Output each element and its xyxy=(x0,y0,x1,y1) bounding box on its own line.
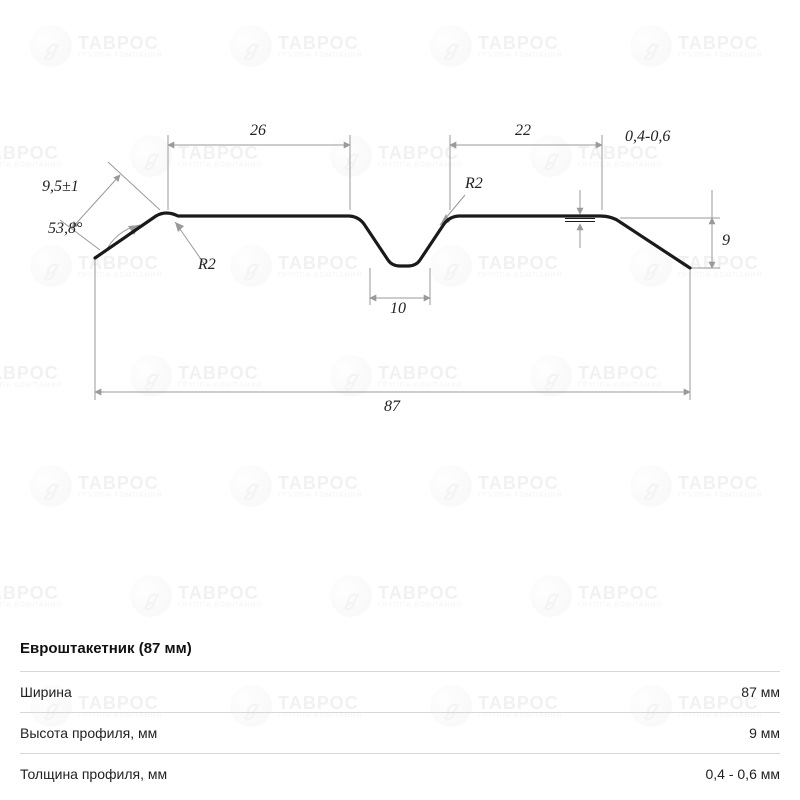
spec-value: 87 мм xyxy=(741,684,780,700)
table-row: Ширина 87 мм xyxy=(20,671,780,712)
table-row: Высота профиля, мм 9 мм xyxy=(20,712,780,753)
dim-edge-length: 9,5±1 xyxy=(42,178,79,196)
profile-diagram: 26 22 0,4-0,6 9,5±1 53,8° R2 R2 10 9 87 xyxy=(0,0,800,470)
spec-title: Евроштакетник (87 мм) xyxy=(20,640,780,671)
dim-valley-width: 10 xyxy=(390,300,406,318)
dim-height: 9 xyxy=(722,232,730,250)
dim-thickness: 0,4-0,6 xyxy=(625,128,670,146)
spec-value: 9 мм xyxy=(749,725,780,741)
spec-label: Ширина xyxy=(20,684,72,700)
table-row: Толщина профиля, мм 0,4 - 0,6 мм xyxy=(20,753,780,794)
dim-total-width: 87 xyxy=(384,398,400,416)
dim-top-right: 22 xyxy=(515,122,531,140)
spec-label: Толщина профиля, мм xyxy=(20,766,167,782)
spec-label: Высота профиля, мм xyxy=(20,725,157,741)
dim-r-mid: R2 xyxy=(465,175,483,193)
spec-value: 0,4 - 0,6 мм xyxy=(705,766,780,782)
dim-r-left: R2 xyxy=(198,256,216,274)
dim-top-left: 26 xyxy=(250,122,266,140)
spec-table: Евроштакетник (87 мм) Ширина 87 мм Высот… xyxy=(20,640,780,794)
dim-angle: 53,8° xyxy=(48,220,82,238)
